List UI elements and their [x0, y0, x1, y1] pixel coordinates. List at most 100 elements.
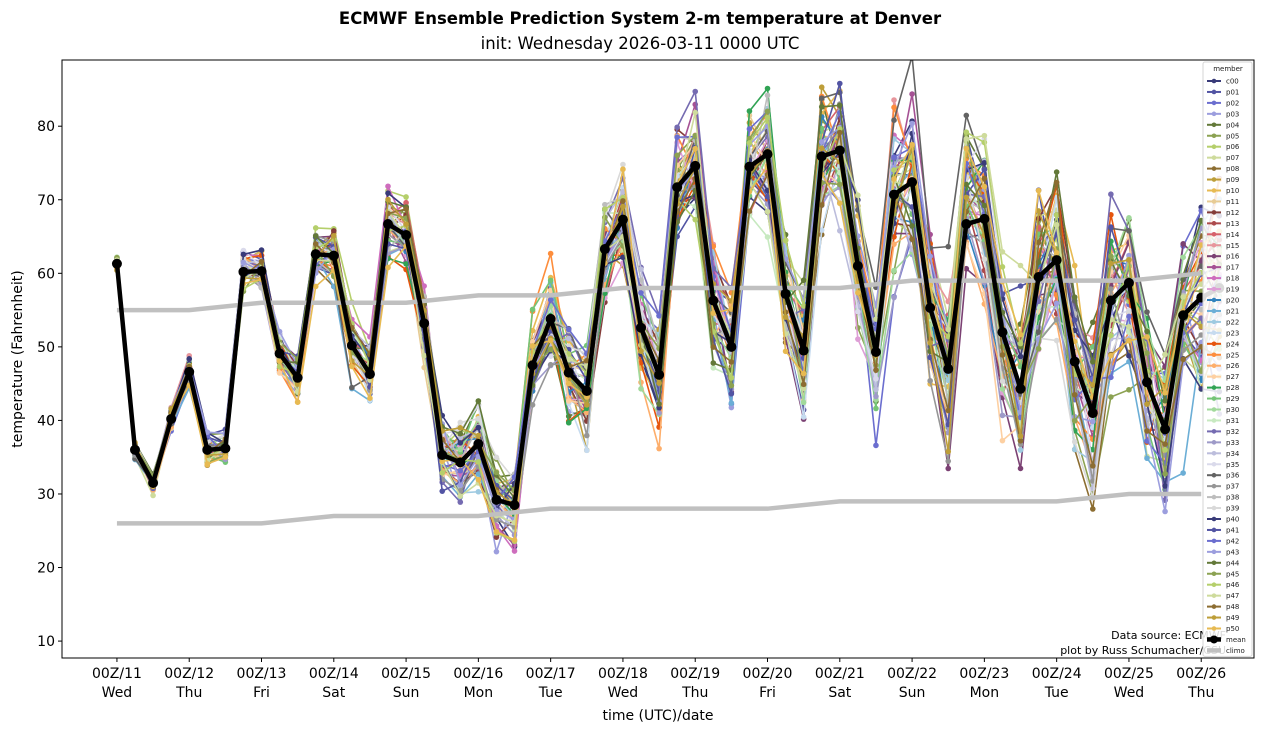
member-point	[1053, 221, 1060, 228]
member-point	[1144, 328, 1150, 335]
member-point	[602, 206, 608, 212]
member-point	[909, 236, 915, 242]
member-point	[981, 256, 988, 263]
legend-item-p10: p10	[1207, 187, 1239, 195]
legend-item-p27: p27	[1207, 373, 1239, 381]
member-point	[620, 203, 626, 210]
legend-marker	[1211, 626, 1217, 631]
legend-label: p14	[1226, 231, 1240, 239]
legend-item-p44: p44	[1207, 559, 1240, 567]
member-point	[909, 91, 915, 97]
member-point	[909, 223, 915, 229]
legend-item-p06: p06	[1207, 143, 1240, 151]
member-point	[349, 363, 355, 370]
chart-title: ECMWF Ensemble Prediction System 2-m tem…	[338, 9, 942, 28]
member-point	[692, 109, 699, 116]
member-point	[457, 430, 464, 437]
member-point	[728, 400, 735, 406]
member-point	[981, 202, 988, 209]
mean-point	[798, 345, 809, 356]
member-point	[385, 196, 391, 203]
legend-marker	[1211, 100, 1217, 106]
mean-point	[401, 230, 412, 241]
mean-point	[202, 444, 213, 455]
member-point	[656, 380, 662, 386]
legend-marker	[1211, 275, 1217, 281]
y-tick-label: 60	[37, 266, 55, 282]
member-point	[565, 419, 572, 426]
x-tick-label: 00Z/20	[743, 666, 793, 682]
member-point	[891, 267, 897, 274]
legend-marker	[1211, 122, 1217, 128]
member-point	[818, 139, 825, 145]
member-point	[927, 253, 933, 260]
member-point	[909, 120, 915, 127]
member-point	[1071, 262, 1078, 269]
legend-item-p31: p31	[1207, 417, 1239, 425]
member-point	[493, 534, 500, 540]
y-axis-label: temperature (Fahrenheit)	[10, 270, 26, 447]
member-point	[475, 476, 482, 483]
legend-label: p06	[1226, 143, 1240, 151]
legend-item-p03: p03	[1207, 110, 1239, 118]
mean-point	[889, 189, 900, 200]
mean-point	[690, 160, 701, 171]
member-point	[565, 335, 572, 342]
member-point	[1035, 208, 1042, 214]
legend-marker	[1211, 221, 1217, 226]
member-point	[728, 375, 735, 381]
member-point	[529, 343, 536, 349]
member-point	[1162, 483, 1168, 489]
member-point	[800, 370, 807, 377]
legend-marker	[1211, 155, 1217, 160]
x-axis-label: time (UTC)/date	[602, 708, 713, 724]
x-tick-label: 00Z/17	[526, 666, 576, 682]
member-point	[1108, 286, 1114, 292]
legend-marker	[1211, 319, 1217, 325]
member-point	[999, 386, 1006, 392]
member-point	[1180, 241, 1186, 247]
member-point	[1126, 337, 1132, 344]
member-point	[258, 258, 265, 265]
member-point	[439, 458, 446, 465]
member-point	[909, 53, 915, 59]
legend-item-p46: p46	[1207, 581, 1240, 589]
mean-point	[1160, 424, 1171, 435]
legend-marker	[1211, 407, 1217, 412]
member-point	[493, 548, 500, 555]
mean-point	[1178, 310, 1189, 321]
legend-marker	[1210, 635, 1218, 644]
member-point	[638, 290, 644, 296]
x-tick-label: 00Z/22	[887, 666, 937, 682]
legend-marker	[1211, 253, 1217, 259]
member-point	[493, 454, 500, 461]
legend-marker	[1211, 527, 1217, 533]
member-point	[999, 264, 1006, 270]
mean-point	[563, 367, 574, 378]
member-point	[1053, 169, 1060, 175]
member-point	[999, 437, 1006, 444]
member-point	[1071, 391, 1078, 398]
member-point	[1162, 447, 1168, 453]
member-point	[583, 409, 590, 416]
member-point	[547, 337, 554, 344]
member-point	[674, 134, 680, 141]
member-point	[1053, 300, 1060, 307]
member-point	[1053, 212, 1060, 218]
legend-label: p03	[1226, 110, 1239, 118]
member-point	[1108, 352, 1114, 359]
member-point	[547, 250, 554, 257]
member-point	[963, 129, 970, 135]
legend-marker	[1211, 396, 1217, 401]
legend-item-p34: p34	[1207, 450, 1240, 458]
member-point	[1126, 215, 1132, 221]
member-point	[294, 381, 301, 387]
mean-point	[617, 214, 628, 225]
legend-label: p44	[1226, 559, 1240, 567]
member-point	[999, 412, 1006, 419]
legend-label: p23	[1226, 329, 1239, 337]
member-point	[945, 465, 952, 472]
legend-label: mean	[1226, 636, 1246, 644]
legend-marker	[1211, 604, 1217, 609]
legend-marker	[1211, 177, 1217, 182]
